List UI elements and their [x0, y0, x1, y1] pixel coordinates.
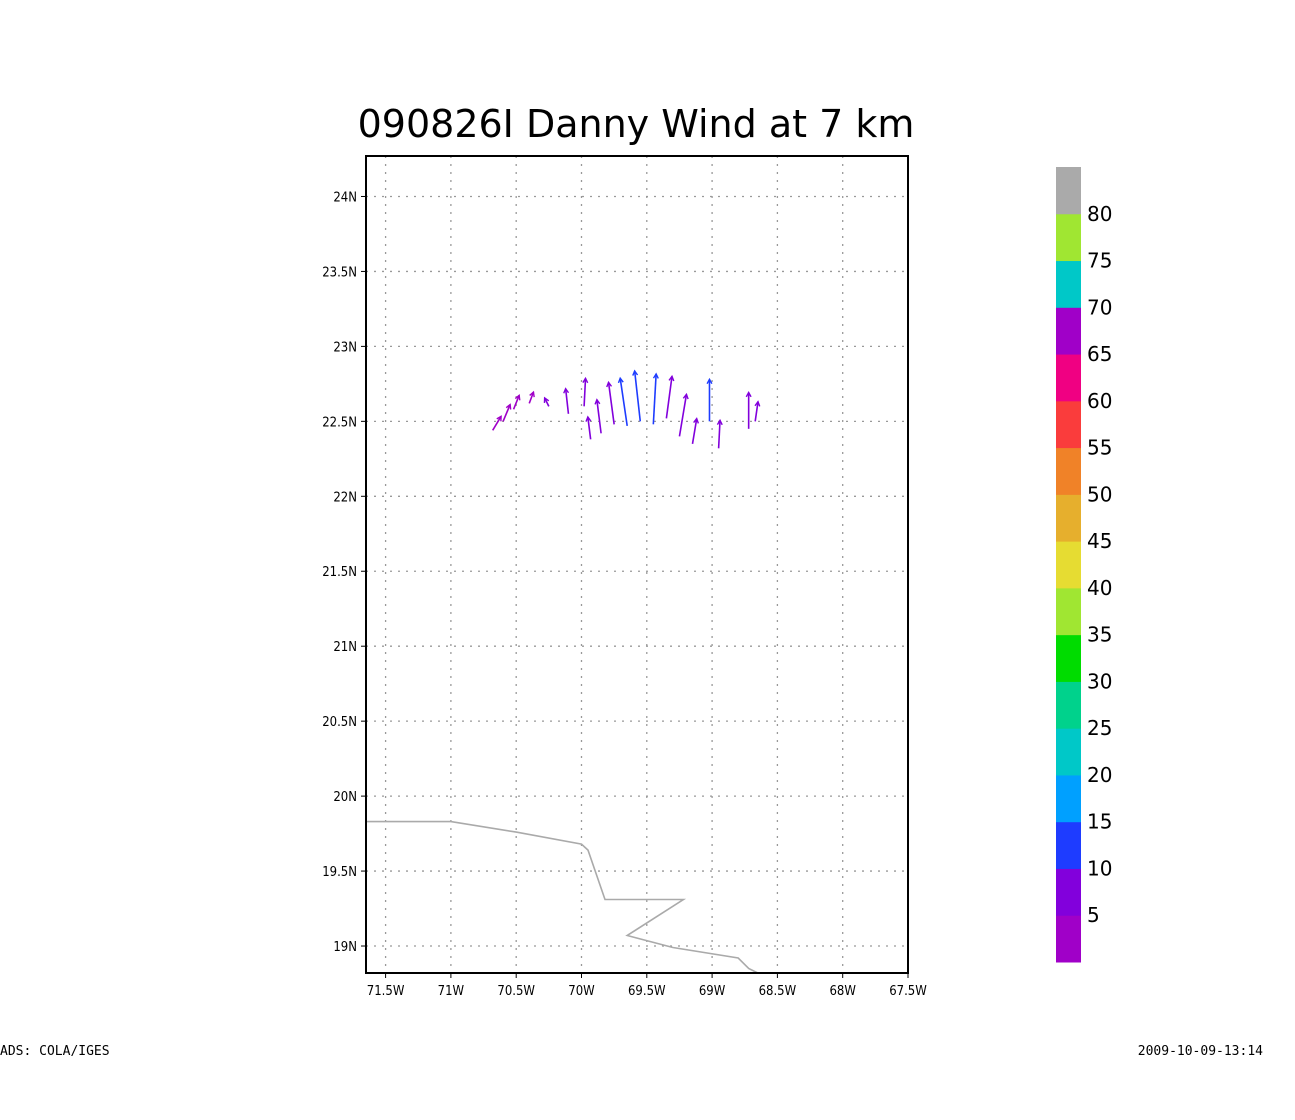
wind-vector [754, 400, 761, 422]
footer-credit: ADS: COLA/IGES [0, 1044, 110, 1059]
lat-tick-label: 23.5N [322, 265, 357, 280]
colorbar-swatch [1056, 681, 1081, 729]
colorbar-swatch [1056, 915, 1081, 963]
colorbar: 5 10 15 20 25 30 35 40 45 50 55 60 65 70 75 80 [1056, 167, 1112, 963]
lon-tick-label: 68W [829, 984, 856, 999]
lat-tick-label: 23N [333, 340, 357, 355]
colorbar-swatch [1056, 494, 1081, 542]
latitude-ticks: 24N 23.5N 23N 22.5N 22N 21.5N 21N 20.5N 20N 19.5N… [322, 190, 366, 955]
colorbar-swatch [1056, 821, 1081, 869]
wind-vector [491, 415, 502, 431]
wind-vector [543, 396, 550, 407]
colorbar-label: 15 [1087, 810, 1112, 834]
colorbar-label: 35 [1087, 623, 1112, 647]
wind-vectors [491, 369, 761, 449]
colorbar-swatch [1056, 728, 1081, 776]
wind-vector [716, 418, 723, 449]
wind-vector [617, 376, 628, 426]
lat-tick-label: 19N [333, 940, 357, 955]
colorbar-swatch [1056, 307, 1081, 355]
wind-vector [678, 392, 689, 437]
longitude-ticks: 71.5W 71W 70.5W 70W 69.5W 69W 68.5W 68W 67.5W [367, 973, 927, 999]
graticule-grid [366, 156, 909, 973]
wind-vector [502, 403, 512, 422]
colorbar-label: 45 [1087, 529, 1112, 553]
wind-vector [528, 390, 535, 404]
colorbar-label: 70 [1087, 295, 1112, 319]
colorbar-swatch [1056, 260, 1081, 308]
wind-vector [606, 380, 615, 425]
chart-title: 090826I Danny Wind at 7 km [358, 102, 915, 146]
lat-tick-label: 20.5N [322, 715, 357, 730]
wind-vector [582, 376, 589, 407]
lat-tick-label: 22N [333, 490, 357, 505]
colorbar-swatch [1056, 587, 1081, 636]
lat-tick-label: 24N [333, 190, 357, 205]
lon-tick-label: 69W [699, 984, 726, 999]
lon-tick-label: 69.5W [628, 984, 666, 999]
colorbar-label: 20 [1087, 763, 1112, 787]
wind-vector [563, 387, 570, 414]
wind-vector [594, 398, 602, 434]
lat-tick-label: 21.5N [322, 565, 357, 580]
footer-timestamp: 2009-10-09-13:14 [1138, 1044, 1263, 1059]
colorbar-label: 65 [1087, 342, 1112, 366]
coastline-path [366, 820, 759, 974]
colorbar-label: 55 [1087, 436, 1112, 460]
wind-vector [665, 374, 675, 419]
wind-vector [652, 372, 659, 425]
lon-tick-label: 70.5W [497, 984, 535, 999]
colorbar-swatch [1056, 447, 1081, 495]
colorbar-label: 80 [1087, 202, 1112, 226]
lon-tick-label: 71W [438, 984, 465, 999]
colorbar-swatch [1056, 774, 1081, 823]
colorbar-swatch [1056, 167, 1081, 215]
lon-tick-label: 67.5W [889, 984, 927, 999]
lat-tick-label: 22.5N [322, 415, 357, 430]
wind-vector [706, 377, 713, 422]
colorbar-label: 60 [1087, 389, 1112, 413]
colorbar-swatch [1056, 354, 1081, 402]
colorbar-swatch [1056, 634, 1081, 682]
lon-tick-label: 70W [568, 984, 595, 999]
colorbar-swatch [1056, 868, 1081, 916]
wind-vector [585, 415, 592, 440]
colorbar-label: 10 [1087, 856, 1112, 880]
wind-vector [691, 417, 700, 444]
wind-vector [745, 390, 752, 429]
colorbar-label: 50 [1087, 482, 1112, 506]
lon-tick-label: 71.5W [367, 984, 405, 999]
colorbar-swatch [1056, 400, 1081, 449]
colorbar-swatch [1056, 213, 1081, 262]
lat-tick-label: 21N [333, 640, 357, 655]
lat-tick-label: 20N [333, 790, 357, 805]
colorbar-swatch [1056, 541, 1081, 589]
lon-tick-label: 68.5W [759, 984, 797, 999]
colorbar-label: 5 [1087, 903, 1100, 927]
lat-tick-label: 19.5N [322, 865, 357, 880]
colorbar-label: 30 [1087, 669, 1112, 693]
colorbar-label: 25 [1087, 716, 1112, 740]
colorbar-label: 40 [1087, 576, 1112, 600]
wind-vector [632, 369, 642, 422]
coastline [366, 820, 759, 974]
colorbar-label: 75 [1087, 249, 1112, 273]
map-frame [365, 155, 909, 974]
wind-vector [512, 393, 521, 410]
